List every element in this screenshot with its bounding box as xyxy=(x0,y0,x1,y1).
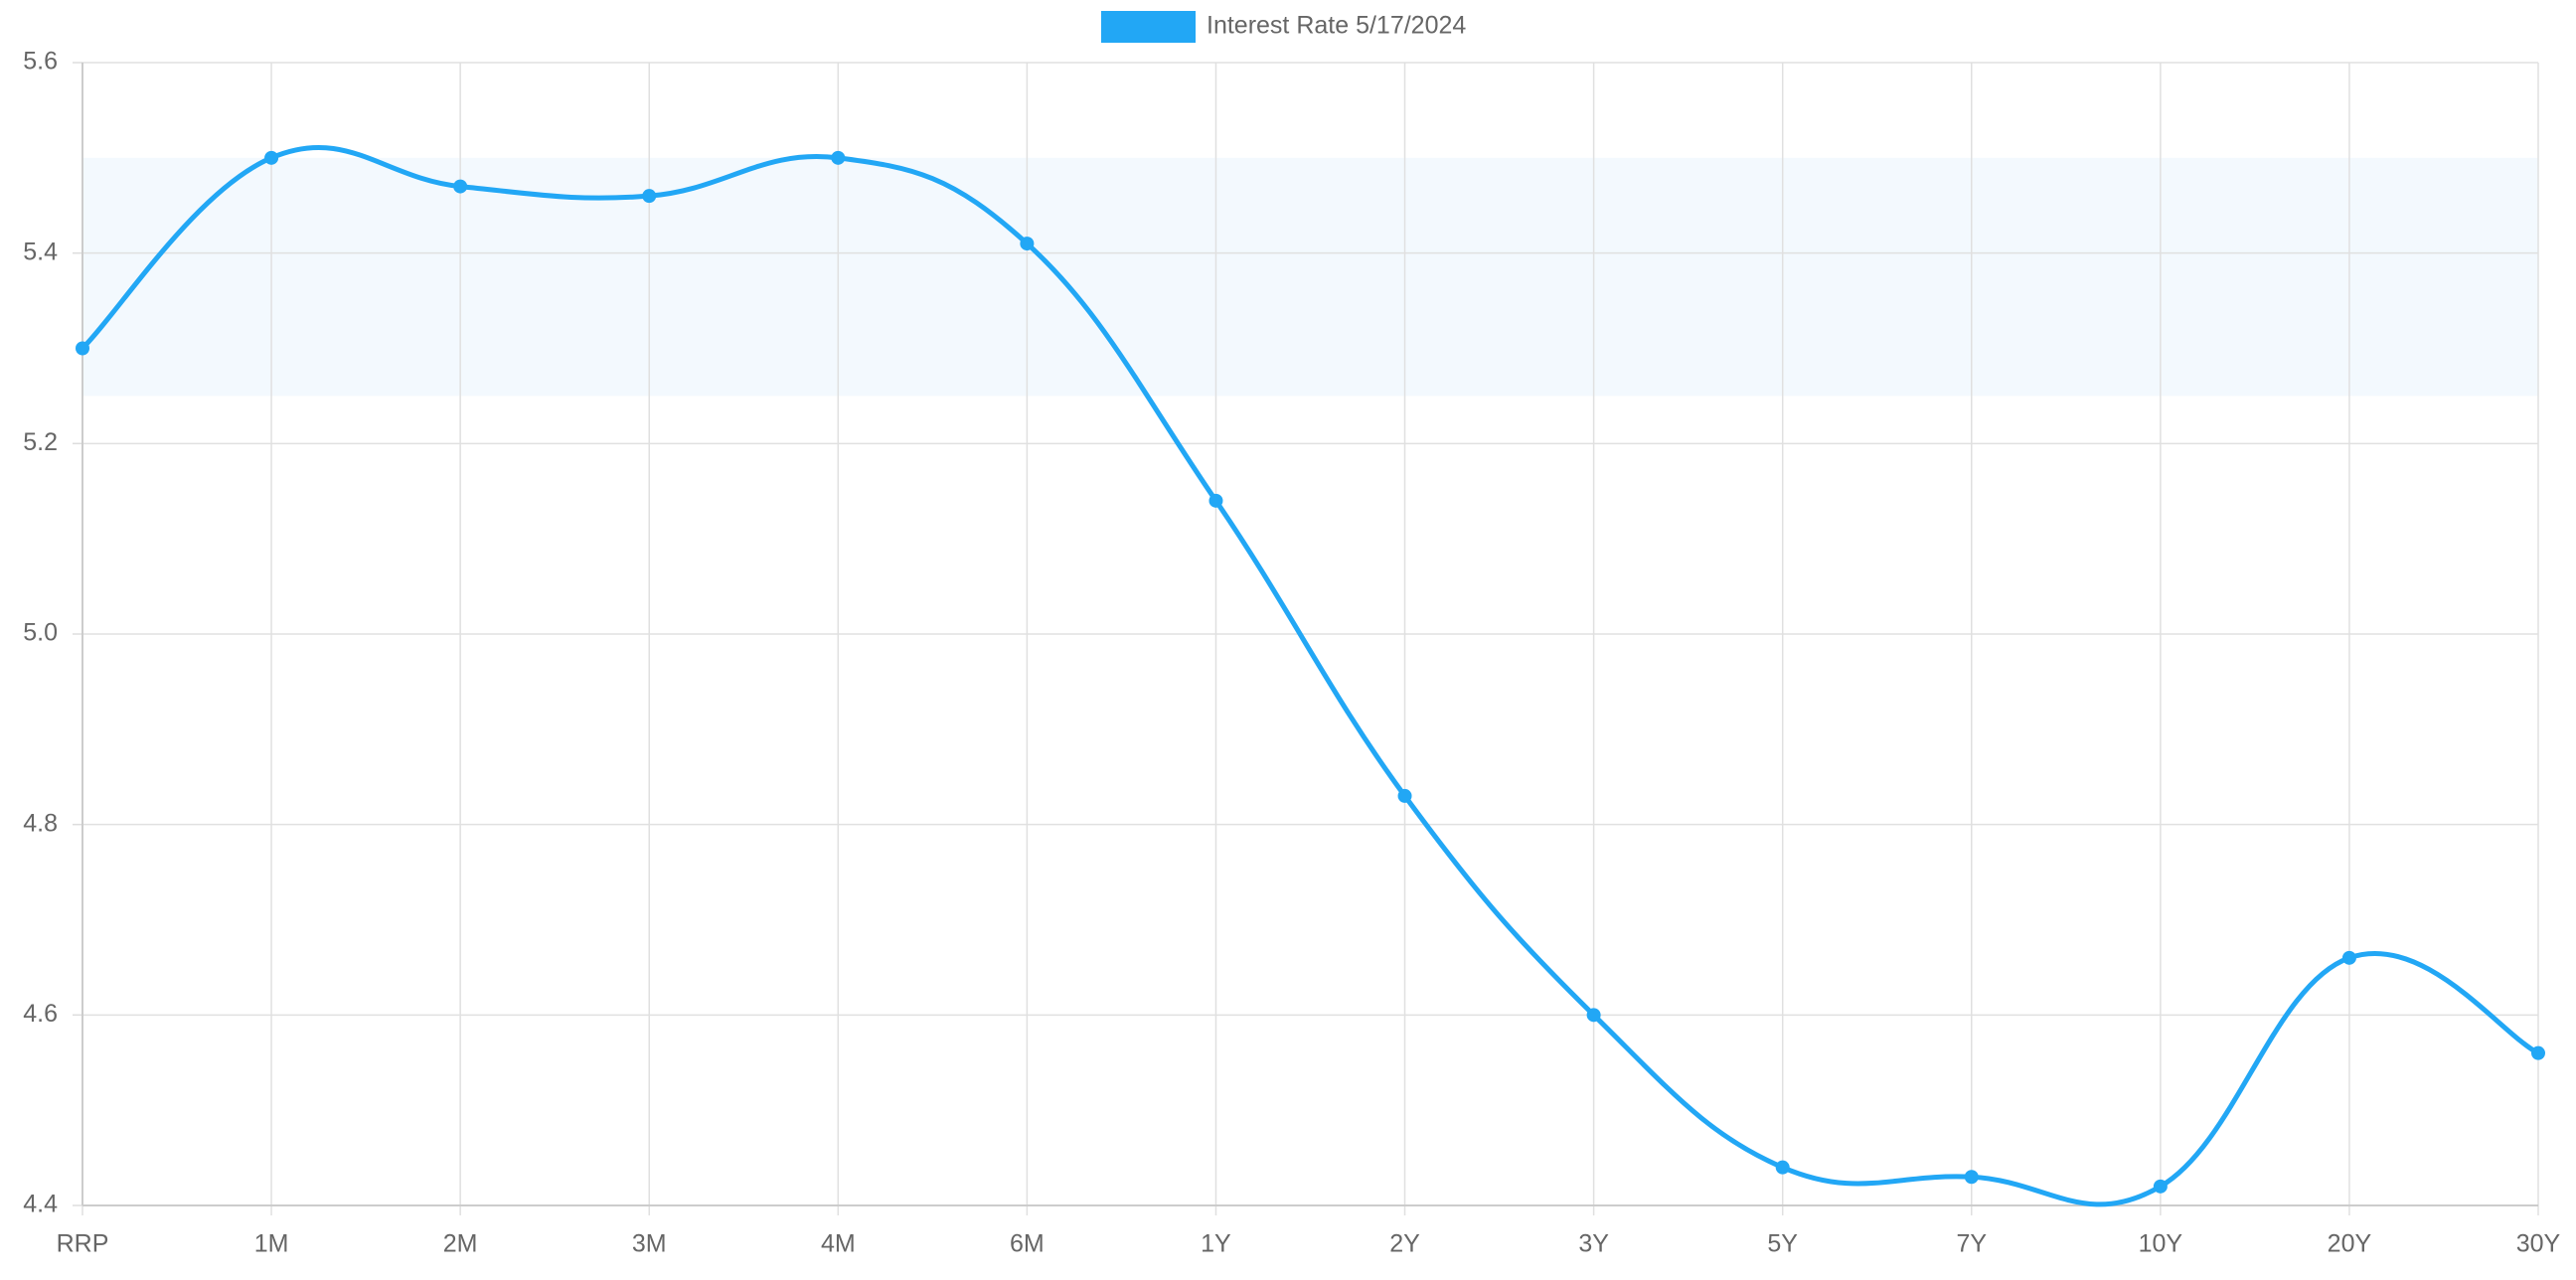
point xyxy=(2153,1179,2168,1194)
y-tick-label: 5.2 xyxy=(23,428,58,456)
point xyxy=(642,189,657,204)
x-tick-label: 20Y xyxy=(2328,1230,2372,1258)
x-tick-label: 2M xyxy=(443,1230,478,1258)
point xyxy=(1964,1170,1979,1185)
y-tick-label: 4.6 xyxy=(23,1000,58,1028)
x-tick-label: 2Y xyxy=(1389,1230,1420,1258)
y-tick-label: 5.0 xyxy=(23,619,58,647)
legend-label: Interest Rate 5/17/2024 xyxy=(1207,12,1466,40)
x-tick-label: 5Y xyxy=(1767,1230,1798,1258)
point xyxy=(2341,950,2356,965)
point xyxy=(1586,1008,1601,1023)
point xyxy=(453,179,468,194)
x-tick-label: 3M xyxy=(632,1230,667,1258)
x-tick-label: RRP xyxy=(57,1230,109,1258)
y-tick-label: 5.6 xyxy=(23,48,58,76)
x-tick-label: 6M xyxy=(1010,1230,1045,1258)
x-tick-label: 7Y xyxy=(1956,1230,1987,1258)
x-tick-label: 1Y xyxy=(1201,1230,1231,1258)
x-tick-label: 3Y xyxy=(1578,1230,1609,1258)
x-tick-label: 1M xyxy=(254,1230,289,1258)
x-tick-label: 10Y xyxy=(2139,1230,2183,1258)
point xyxy=(2531,1045,2545,1060)
legend-swatch xyxy=(1101,11,1196,43)
y-tick-label: 5.4 xyxy=(23,238,58,265)
range-band xyxy=(82,157,2538,397)
x-tick-label: 30Y xyxy=(2516,1230,2561,1258)
point xyxy=(1020,237,1035,251)
point xyxy=(1208,493,1223,508)
point xyxy=(76,341,89,356)
y-tick-label: 4.4 xyxy=(23,1191,58,1218)
y-tick-label: 4.8 xyxy=(23,809,58,837)
point xyxy=(1397,788,1412,803)
point xyxy=(264,150,279,165)
point xyxy=(831,150,846,165)
x-tick-label: 4M xyxy=(821,1230,856,1258)
point xyxy=(1775,1160,1790,1175)
